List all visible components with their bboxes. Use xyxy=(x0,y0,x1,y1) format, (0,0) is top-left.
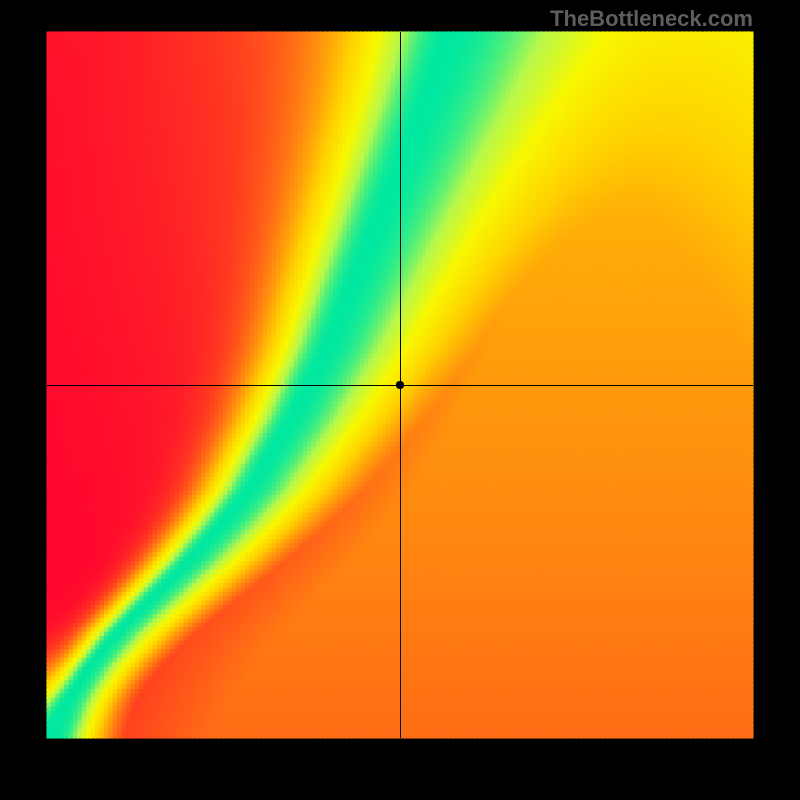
bottleneck-heatmap xyxy=(0,0,800,800)
watermark-label: TheBottleneck.com xyxy=(550,6,753,32)
